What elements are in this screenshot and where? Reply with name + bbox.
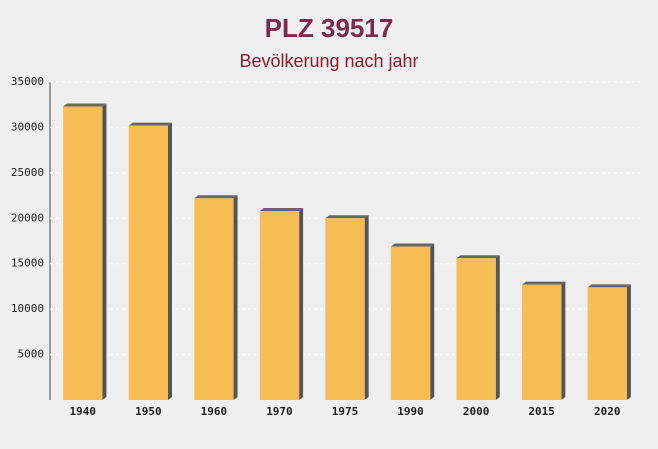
bar-side [561,281,566,400]
x-tick-label: 1960 [201,405,228,418]
y-tick-label: 20000 [11,211,44,224]
bar-top [456,255,500,259]
bar-top [63,103,107,107]
x-tick-label: 2020 [594,405,621,418]
chart-subtitle: Bevölkerung nach jahr [239,51,418,71]
bar [587,287,627,400]
bar [194,198,234,400]
bar-side [430,243,435,400]
x-tick-label: 1940 [70,405,97,418]
x-tick-label: 1970 [266,405,293,418]
bar-top [325,215,369,219]
bar-top [587,284,631,288]
y-tick-label: 30000 [11,120,44,133]
bar [63,106,103,400]
bar-top [390,243,435,247]
bar-top [128,122,172,126]
x-tick-label: 1975 [332,405,359,418]
chart-title: PLZ 39517 [265,13,394,43]
y-tick-label: 15000 [11,257,44,270]
x-tick-label: 2000 [463,405,490,418]
bar-top [194,195,238,199]
y-tick-label: 10000 [11,302,44,315]
bar-side [233,195,238,400]
bar [325,218,365,400]
bar [390,246,431,400]
bar-side [495,255,500,400]
bar-side [168,122,172,401]
y-tick-label: 35000 [11,75,44,88]
bar [128,125,168,401]
bar-side [299,208,304,400]
bar-side [364,215,369,400]
bar [456,258,496,400]
bar-top [259,208,304,212]
bar [259,211,300,400]
y-tick-label: 5000 [18,348,45,361]
bar-side [626,284,631,400]
bar [522,284,562,400]
bar-side [102,103,107,400]
x-tick-label: 1950 [135,405,162,418]
y-tick-label: 25000 [11,166,44,179]
x-tick-label: 2015 [528,405,555,418]
bar-top [522,281,566,285]
x-tick-label: 1990 [397,405,424,418]
